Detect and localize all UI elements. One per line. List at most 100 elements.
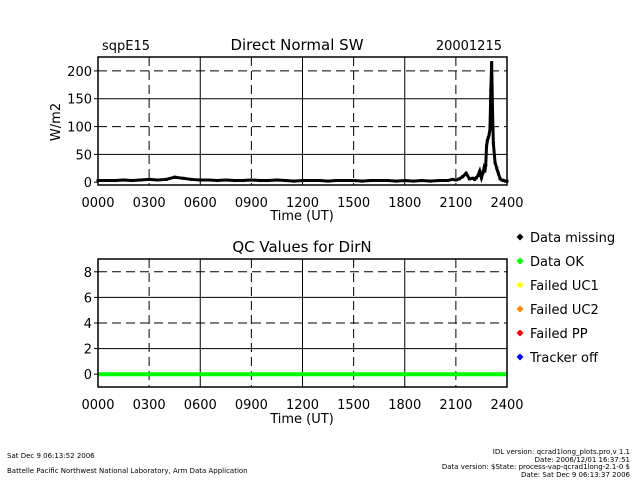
y-tick-label: 100 [67, 121, 92, 136]
data-point [489, 88, 493, 92]
y-tick-label: 6 [84, 291, 92, 306]
x-tick-label: 2400 [490, 398, 523, 413]
footer-date: Sat Dec 9 06:13:52 2006 [7, 452, 95, 460]
footer-version-block: IDL version: qcrad1long_plots.pro,v 1.1 … [441, 448, 630, 479]
legend-label: Tracker off [529, 351, 599, 366]
y-tick-label: 0 [84, 176, 92, 191]
data-point [485, 144, 489, 148]
data-point [130, 179, 134, 183]
data-point [224, 178, 228, 182]
legend-label: Data OK [530, 255, 584, 270]
legend-label: Failed PP [530, 327, 588, 342]
legend-marker [516, 329, 524, 337]
data-point [478, 169, 482, 173]
x-tick-label: 1500 [337, 398, 370, 413]
y-tick-label: 50 [75, 148, 92, 163]
data-point [122, 178, 126, 182]
site-label: sqpE15 [102, 39, 150, 54]
legend-marker [516, 257, 524, 265]
data-point [258, 179, 262, 183]
data-point [113, 179, 117, 183]
data-point [461, 175, 465, 179]
x-tick-label: 1800 [388, 398, 421, 413]
data-point [164, 177, 168, 181]
chart-title-bottom: QC Values for DirN [232, 238, 371, 256]
data-point [498, 177, 502, 181]
footer-organization: Battelle Pacific Northwest National Labo… [7, 467, 248, 475]
data-point [468, 177, 472, 181]
data-point [147, 177, 151, 181]
data-point [486, 136, 490, 140]
x-tick-label: 0300 [133, 196, 166, 211]
data-point [500, 178, 504, 182]
data-point [403, 179, 407, 183]
data-point [215, 179, 219, 183]
data-point [181, 176, 185, 180]
footer-version-line: Date: 2006/12/01 16:37:51 [534, 455, 630, 464]
y-tick-label: 150 [67, 93, 92, 108]
data-point [190, 177, 194, 181]
data-point [360, 179, 364, 183]
data-point [487, 133, 491, 137]
data-point [491, 108, 495, 112]
footer-version-line: Data version: $State: process-vap-qcrad1… [441, 463, 630, 471]
data-point [445, 179, 449, 183]
data-point [457, 177, 461, 181]
legend-label: Failed UC1 [530, 279, 599, 294]
data-point [343, 179, 347, 183]
data-point [481, 170, 485, 174]
data-point [249, 178, 253, 182]
data-point [301, 179, 304, 183]
plot-panel-bottom: 0000 0300 0600 0900 1200 1500 1800 2100 2400 0 2 4 6… [81, 258, 524, 413]
data-point [474, 176, 478, 180]
x-tick-label: 0600 [184, 398, 217, 413]
data-point [454, 178, 458, 182]
chart-title-top: Direct Normal SW [230, 36, 363, 54]
data-point [309, 179, 313, 183]
data-point [428, 179, 432, 183]
data-point [198, 178, 202, 182]
x-axis-label-bottom: Time (UT) [269, 412, 334, 427]
plot-frame [97, 258, 508, 388]
x-tick-label: 0000 [81, 398, 114, 413]
data-point [241, 179, 245, 183]
data-point [493, 161, 497, 165]
x-tick-label: 0900 [235, 196, 268, 211]
data-point [352, 179, 356, 183]
y-tick-label: 4 [84, 317, 92, 332]
footer-version-line: IDL version: qcrad1long_plots.pro,v 1.1 [492, 448, 630, 456]
plot-panel-top: 0000 0300 0600 0900 1200 1500 1800 2100 2400 0 50 1… [67, 56, 524, 211]
data-point [156, 178, 160, 182]
x-tick-label: 1500 [337, 196, 370, 211]
data-point [495, 166, 499, 170]
data-point [491, 141, 495, 145]
data-point [490, 61, 494, 65]
legend-marker [516, 281, 524, 289]
x-tick-label: 0600 [184, 196, 217, 211]
data-point [450, 177, 454, 181]
data-point [420, 179, 424, 183]
data-point [266, 179, 270, 183]
data-point [326, 179, 330, 183]
data-point [318, 179, 322, 183]
legend: Data missing Data OK Failed UC1 Failed UC2 F… [516, 231, 615, 366]
x-tick-label: 0900 [235, 398, 268, 413]
data-point [464, 171, 468, 175]
y-axis-label-top: W/m2 [49, 103, 64, 141]
x-tick-label: 0300 [133, 398, 166, 413]
data-point [479, 176, 483, 180]
x-tick-label: 1200 [286, 196, 319, 211]
data-point [488, 127, 492, 131]
footer-version-line: Date: Sat Dec 9 06:13:37 2006 [521, 470, 630, 479]
legend-marker [516, 353, 524, 361]
data-point [502, 179, 506, 183]
data-point [369, 179, 373, 183]
legend-marker [516, 305, 524, 313]
data-point [386, 179, 390, 183]
data-point [105, 179, 109, 183]
data-point [173, 175, 177, 179]
data-point [139, 178, 143, 182]
data-point [232, 179, 236, 183]
x-tick-label: 1200 [286, 398, 319, 413]
